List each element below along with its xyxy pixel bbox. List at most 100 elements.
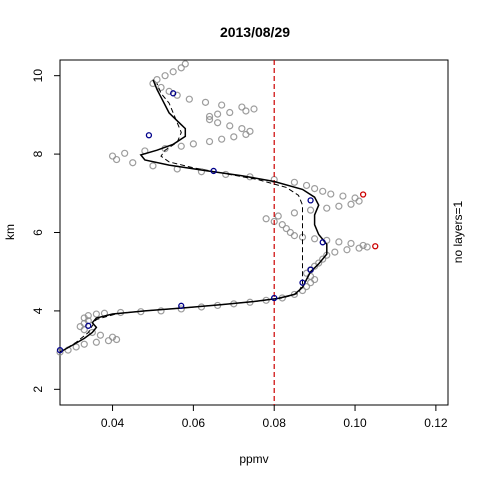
- observation-point: [311, 275, 319, 284]
- observation-point: [149, 162, 157, 170]
- observation-point: [290, 209, 299, 217]
- observation-point: [226, 108, 234, 117]
- chart-title: 2013/08/29: [220, 24, 290, 40]
- observation-point: [335, 202, 343, 210]
- observation-point: [343, 246, 351, 254]
- observation-point: [242, 107, 250, 115]
- fit-node-point: [170, 90, 177, 97]
- observation-point: [286, 228, 294, 237]
- observation-point: [197, 168, 206, 176]
- observation-point: [96, 331, 105, 339]
- observation-point: [185, 95, 193, 103]
- observation-point: [246, 127, 254, 135]
- observation-point: [359, 241, 367, 250]
- observation-point: [157, 307, 165, 315]
- observation-point: [218, 135, 226, 143]
- x-axis-label: ppmv: [239, 452, 268, 466]
- observation-point: [177, 64, 185, 72]
- observation-point: [169, 68, 177, 76]
- observation-point: [302, 181, 311, 190]
- observation-point: [157, 83, 165, 92]
- observation-point: [238, 103, 246, 111]
- right-annotation: no layers=1: [451, 200, 465, 263]
- observation-point: [205, 112, 214, 121]
- observation-point: [72, 343, 80, 351]
- observation-point: [161, 72, 169, 80]
- observation-point: [339, 192, 347, 200]
- observation-point: [84, 312, 92, 320]
- observation-point: [250, 105, 258, 113]
- observation-point: [80, 340, 88, 348]
- observation-point: [274, 212, 282, 220]
- observation-point: [129, 159, 137, 167]
- observation-point: [311, 235, 319, 243]
- y-tick-label: 4: [31, 307, 45, 314]
- observation-point: [56, 348, 64, 356]
- y-tick-label: 2: [31, 386, 45, 393]
- observation-point: [315, 259, 323, 267]
- observation-point: [112, 155, 121, 164]
- observation-point: [205, 115, 214, 124]
- observation-point: [88, 328, 96, 337]
- fit-node-point: [145, 132, 153, 139]
- x-tick-label: 0.08: [263, 416, 287, 430]
- observation-point: [335, 238, 343, 246]
- observation-point: [181, 60, 189, 68]
- fit-line-solid: [59, 79, 328, 353]
- fit-node-point: [85, 322, 92, 329]
- observation-point: [242, 130, 250, 139]
- fit-node-point: [210, 167, 217, 175]
- observation-point: [327, 190, 335, 198]
- outlier-point: [372, 243, 379, 250]
- observation-point: [238, 125, 246, 133]
- outlier-point: [359, 191, 367, 198]
- observation-point: [363, 243, 371, 251]
- x-tick-label: 0.12: [424, 416, 448, 430]
- observation-point: [323, 204, 331, 212]
- observation-point: [290, 232, 299, 240]
- observation-point: [347, 239, 355, 248]
- fit-node-point: [299, 279, 306, 286]
- nodes-layer: [56, 90, 379, 354]
- fit-node-point: [56, 346, 64, 354]
- fit-node-point: [319, 239, 326, 246]
- x-tick-label: 0.04: [101, 416, 125, 430]
- observation-point: [218, 101, 226, 109]
- x-tick-label: 0.10: [343, 416, 367, 430]
- observation-point: [319, 255, 327, 263]
- observation-point: [290, 178, 299, 186]
- observation-point: [104, 337, 113, 345]
- observation-point: [189, 140, 197, 148]
- observation-point: [226, 122, 234, 130]
- y-axis-label: km: [3, 224, 17, 240]
- observation-point: [278, 221, 286, 229]
- observation-point: [108, 333, 117, 341]
- observation-point: [351, 194, 359, 202]
- observation-point: [262, 215, 270, 223]
- observation-point: [282, 224, 290, 233]
- observation-point: [319, 187, 327, 195]
- observation-point: [347, 200, 355, 208]
- observation-point: [92, 310, 100, 318]
- observation-point: [230, 133, 238, 141]
- fit-node-point: [307, 197, 314, 204]
- observation-point: [331, 248, 339, 256]
- fit-layer: [59, 79, 328, 353]
- observation-point: [108, 152, 117, 160]
- fit-node-point: [271, 294, 278, 302]
- axes-layer: 0.04 0.06 0.08 0.10 0.12 2 4 6 8 10: [31, 69, 448, 430]
- observation-point: [306, 279, 315, 287]
- y-tick-label: 8: [31, 150, 45, 157]
- observation-point: [214, 110, 222, 118]
- observation-point: [311, 184, 319, 193]
- x-tick-label: 0.06: [182, 416, 206, 430]
- observation-point: [214, 119, 222, 127]
- observation-point: [121, 149, 129, 157]
- observation-point: [177, 142, 185, 150]
- observation-point: [153, 76, 161, 84]
- y-tick-label: 6: [31, 229, 45, 236]
- observation-point: [201, 98, 210, 106]
- observation-point: [92, 338, 100, 346]
- observation-point: [205, 137, 214, 146]
